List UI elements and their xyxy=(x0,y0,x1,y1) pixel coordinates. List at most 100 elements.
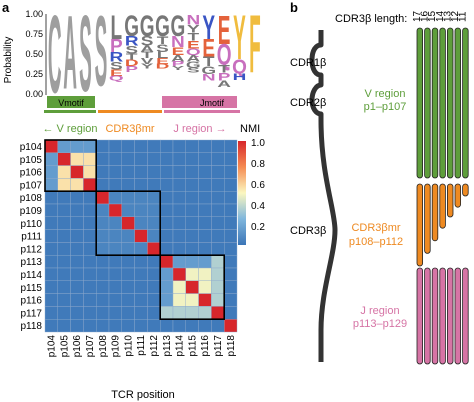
heatmap-cell-p104-p108 xyxy=(95,139,110,154)
heatmap-cell-p107-p108 xyxy=(95,178,110,192)
logo-letter-p113-7: S xyxy=(187,67,200,75)
colorbar-gradient xyxy=(238,141,246,245)
logo-letter-p110-3: T xyxy=(141,51,153,61)
heatmap-cell-p114-p116 xyxy=(198,267,212,282)
logo-ylabel: Probability xyxy=(3,37,14,84)
heatmap-cell-p105-p112 xyxy=(147,152,161,166)
heatmap-cell-p106-p115 xyxy=(185,165,199,179)
heatmap-cell-p105-p105 xyxy=(57,152,71,166)
logo-letter-p116-0: Y xyxy=(233,2,246,72)
logo-letter-p108-1: P xyxy=(110,35,123,56)
v-bar-15 xyxy=(431,27,439,179)
heatmap-cell-p113-p109 xyxy=(108,254,123,269)
heatmap-cell-p118-p118 xyxy=(223,319,238,333)
heatmap-cell-p107-p114 xyxy=(172,178,187,192)
heatmap-cell-p111-p112 xyxy=(147,229,161,243)
logo-letter-p115-0: E xyxy=(218,7,231,53)
heatmap-cell-p118-p105 xyxy=(57,319,71,333)
colorbar-tick-10: 1.0 xyxy=(251,138,265,149)
logo-letter-p110-4: V xyxy=(141,57,154,66)
logo-letter-p113-2: T xyxy=(187,31,199,43)
logo-letter-p112-4: P xyxy=(172,60,185,68)
j-region-strip xyxy=(164,110,240,113)
heatmap-cell-p117-p113 xyxy=(159,306,174,320)
heatmap-cell-p115-p107 xyxy=(83,280,97,294)
heatmap-cell-p113-p118 xyxy=(223,254,238,269)
logo-letter-p110-0: G xyxy=(140,10,155,43)
heatmap-cell-p110-p117 xyxy=(211,216,225,230)
logo-letter-p111-4: E xyxy=(156,57,169,66)
heatmap-cell-p112-p109 xyxy=(108,242,123,256)
v-region-name: V region xyxy=(365,88,406,100)
heatmap-cell-p109-p115 xyxy=(185,203,199,218)
j-region-label: J region → xyxy=(173,123,226,135)
heatmap-cell-p106-p104 xyxy=(44,165,59,179)
logo-letter-p108-3: S xyxy=(110,60,123,72)
v-bar-16 xyxy=(424,27,431,179)
heatmap-cell-p105-p116 xyxy=(198,152,212,166)
logo-letter-p105-0: A xyxy=(63,0,77,112)
heatmap-cell-p106-p111 xyxy=(134,165,148,179)
heatmap-cell-p111-p107 xyxy=(83,229,97,243)
logo-letter-p113-4: Q xyxy=(186,48,201,58)
cdr3mr-bar-12 xyxy=(454,183,461,208)
colorbar-tick-08: 0.8 xyxy=(251,159,265,170)
heatmap-cell-p111-p113 xyxy=(159,229,174,243)
heatmap-cell-p117-p108 xyxy=(95,306,110,320)
logo-letter-p109-3: T xyxy=(126,52,138,62)
row-label-p110: p110 xyxy=(20,219,42,230)
row-label-p111: p111 xyxy=(21,232,42,243)
logo-letter-p112-5: Y xyxy=(172,65,186,72)
heatmap-cell-p108-p106 xyxy=(70,190,84,205)
heatmap-cell-p104-p116 xyxy=(198,139,212,154)
logo-letter-p109-4: D xyxy=(125,59,139,69)
logo-letter-p110-2: A xyxy=(140,44,154,54)
heatmap-cell-p118-p106 xyxy=(70,319,84,333)
v-bar-17 xyxy=(416,27,423,179)
heatmap-cell-p110-p116 xyxy=(198,216,212,230)
heatmap-cell-p113-p111 xyxy=(134,254,148,269)
col-label-p109: p109 xyxy=(111,335,122,358)
heatmap-cell-p117-p114 xyxy=(172,306,187,320)
heatmap-cell-p110-p110 xyxy=(121,216,135,230)
heatmap-cell-p109-p104 xyxy=(44,203,59,218)
cdr3mr-bar-13 xyxy=(446,183,454,218)
heatmap-cell-p118-p110 xyxy=(121,319,135,333)
heatmap-cell-p104-p109 xyxy=(108,139,123,154)
heatmap-cell-p116-p118 xyxy=(223,293,238,307)
length-value-14: 14 xyxy=(435,10,446,22)
heatmap-cell-p116-p114 xyxy=(172,293,187,307)
heatmap-cell-p114-p115 xyxy=(185,267,199,282)
row-label-p112: p112 xyxy=(20,244,42,255)
heatmap-cell-p116-p104 xyxy=(44,293,59,307)
heatmap-cell-p112-p110 xyxy=(121,242,135,256)
heatmap-cell-p104-p114 xyxy=(172,139,187,154)
heatmap-cell-p114-p111 xyxy=(134,267,148,282)
heatmap-cell-p116-p115 xyxy=(185,293,199,307)
heatmap-cell-p110-p112 xyxy=(147,216,161,230)
logo-letter-p104-0: C xyxy=(48,0,62,116)
length-value-11: 11 xyxy=(458,11,469,22)
jmotif-bar xyxy=(162,96,237,108)
heatmap-cell-p109-p117 xyxy=(211,203,225,218)
v-bar-12 xyxy=(454,27,461,179)
heatmap-cell-p118-p117 xyxy=(211,319,225,333)
j-bar-15 xyxy=(431,267,439,365)
heatmap-cell-p118-p109 xyxy=(108,319,123,333)
heatmap-cell-p116-p109 xyxy=(108,293,123,307)
heatmap-block-2 xyxy=(159,254,225,320)
row-label-p105: p105 xyxy=(20,155,43,166)
heatmap-cell-p118-p111 xyxy=(134,319,148,333)
heatmap-cell-p117-p104 xyxy=(44,306,59,320)
logo-letter-p114-2: T xyxy=(203,54,215,70)
logo-letter-p112-1: N xyxy=(171,32,185,50)
heatmap-cell-p105-p109 xyxy=(108,152,123,166)
logo-letter-p116-2: H xyxy=(233,72,247,82)
heatmap-cell-p104-p118 xyxy=(223,139,238,154)
heatmap-cell-p115-p113 xyxy=(159,280,174,294)
heatmap-cell-p111-p108 xyxy=(95,229,110,243)
heatmap-cell-p104-p111 xyxy=(134,139,148,154)
heatmap-cell-p106-p108 xyxy=(95,165,110,179)
heatmap-col-labels: p104 p105 p106 p107 p108 p109 p110 p111 p112 p113… xyxy=(47,335,237,358)
colorbar-tick-06: 0.6 xyxy=(251,180,265,191)
